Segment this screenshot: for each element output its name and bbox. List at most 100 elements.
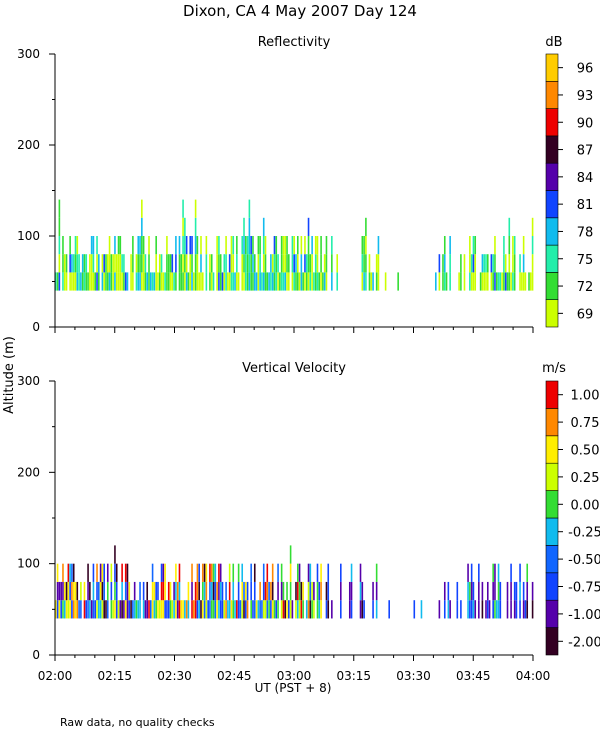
data-cell [259, 272, 261, 291]
data-cell [262, 236, 265, 255]
data-cell [167, 254, 170, 273]
data-cell [201, 272, 204, 291]
data-cell [494, 581, 496, 601]
data-cell [225, 600, 227, 619]
data-cell [375, 254, 378, 273]
data-cell [494, 236, 496, 255]
data-cell [178, 236, 181, 255]
data-cell [241, 272, 244, 291]
data-cell [368, 254, 371, 273]
data-cell [103, 600, 105, 619]
data-cell [313, 272, 315, 291]
data-cell [320, 236, 322, 255]
data-cell [266, 581, 269, 601]
data-cell [243, 217, 245, 236]
data-cell [510, 272, 512, 291]
data-cell [225, 272, 227, 291]
data-cell [243, 254, 245, 273]
data-cell [194, 217, 197, 236]
data-cell [280, 563, 283, 582]
data-cell [288, 600, 290, 619]
data-cell [282, 254, 285, 273]
x-tick-label: 03:15 [336, 669, 371, 683]
data-cell [71, 581, 73, 601]
data-cell [141, 254, 143, 273]
data-cell [309, 272, 312, 291]
data-cell [438, 254, 441, 273]
data-cell [245, 254, 247, 273]
data-cell [126, 563, 129, 582]
x-tick-label: 02:45 [217, 669, 252, 683]
data-cell [106, 581, 109, 601]
data-cell [252, 600, 254, 619]
data-cell [139, 254, 141, 273]
data-cell [497, 563, 500, 582]
colorbar-label: -0.50 [568, 553, 600, 568]
data-cell [470, 581, 473, 601]
data-cell [316, 272, 319, 291]
data-cell [230, 600, 233, 619]
data-cell [271, 600, 274, 619]
data-cell [245, 272, 247, 291]
data-cell [141, 272, 143, 291]
data-cell [481, 272, 484, 291]
data-cell [531, 600, 534, 619]
data-cell [531, 254, 534, 273]
data-cell [182, 272, 184, 291]
data-cell [178, 563, 181, 582]
data-cell [191, 272, 193, 291]
data-cell [58, 600, 61, 619]
data-cell [182, 236, 184, 255]
data-cell [252, 272, 254, 291]
data-cell [157, 581, 159, 601]
data-cell [201, 600, 204, 619]
data-cell [232, 254, 235, 273]
data-cell [245, 236, 247, 255]
data-cell [158, 254, 161, 273]
data-cell [169, 600, 172, 619]
data-cell [92, 581, 95, 601]
data-cell [478, 600, 480, 619]
data-cell [503, 254, 505, 273]
data-cell [69, 581, 71, 601]
data-cell [469, 236, 471, 255]
data-cell [250, 236, 252, 255]
data-cell [365, 217, 367, 236]
data-cell [314, 272, 317, 291]
colorbar-label: 81 [577, 198, 594, 213]
data-cell [497, 600, 500, 619]
data-cell [132, 272, 134, 291]
data-cell [449, 254, 451, 273]
data-cell [463, 254, 466, 273]
data-cell [187, 600, 190, 619]
data-cell [309, 581, 312, 601]
data-cell [289, 600, 292, 619]
data-cell [153, 272, 156, 291]
data-cell [114, 545, 116, 564]
data-cell [101, 600, 104, 619]
data-cell [481, 254, 484, 273]
data-cell [89, 600, 91, 619]
colorbar-swatch [545, 572, 559, 601]
data-cell [526, 563, 529, 582]
data-cell [223, 600, 226, 619]
data-cell [492, 563, 494, 582]
data-cell [81, 272, 84, 291]
data-cell [119, 272, 122, 291]
data-cell [141, 236, 143, 255]
data-cell [155, 600, 157, 619]
data-cell [194, 254, 197, 273]
data-cell [184, 254, 186, 273]
data-cell [90, 254, 93, 273]
data-cell [62, 600, 64, 619]
data-cell [74, 254, 77, 273]
data-cell [372, 600, 374, 619]
data-cell [123, 254, 125, 273]
data-cell [510, 600, 512, 619]
data-cell [105, 254, 107, 273]
data-cell [314, 236, 317, 255]
data-cell [69, 254, 71, 273]
data-cell [497, 272, 500, 291]
data-cell [151, 600, 154, 619]
data-cell [460, 272, 462, 291]
